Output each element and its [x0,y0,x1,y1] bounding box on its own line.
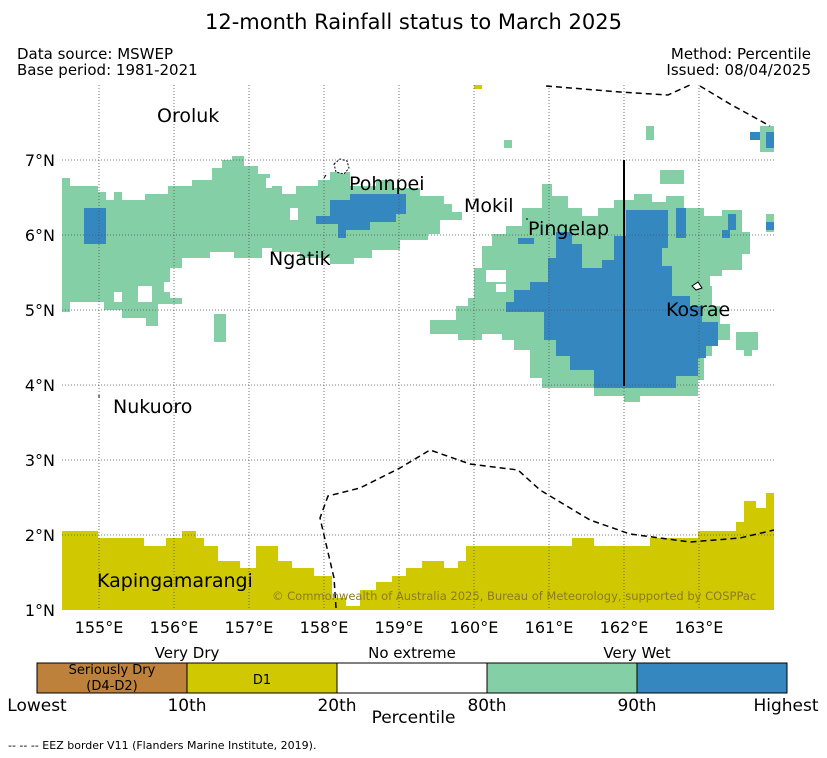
label-mokil: Mokil [464,195,514,217]
tick-highest: Highest [753,696,819,716]
pohnpei-island [333,158,350,175]
eez-border [319,84,775,609]
label-oroluk: Oroluk [157,105,219,127]
kosrae-island [691,281,703,291]
tick-20th: 20th [317,696,357,716]
lon-tick-labels: 155°E 156°E 157°E 158°E 159°E 160°E 161°… [75,618,724,637]
lat-tick: 5°N [25,301,55,320]
lon-tick: 162°E [600,618,649,637]
colorbar: Seriously Dry (D4-D2) D1 [36,662,788,694]
lat-tick-labels: 7°N 6°N 5°N 4°N 3°N 2°N 1°N [25,151,55,620]
eez-footnote: -- -- -- EEZ border V11 (Flanders Marine… [8,739,317,752]
copyright-text: © Commonwealth of Australia 2025, Bureau… [272,589,756,603]
seriously-dry-label-1: Seriously Dry [69,663,156,678]
label-kapingamarangi: Kapingamarangi [97,570,253,592]
colorbar-no-extreme [336,662,488,694]
lat-tick: 2°N [25,526,55,545]
very-wet-label: Very Wet [603,644,671,662]
place-labels: Oroluk Pohnpei Mokil Pingelap Ngatik Kos… [97,105,730,592]
lon-tick: 161°E [525,618,574,637]
lon-tick: 159°E [375,618,424,637]
very-dry-label: Very Dry [154,644,220,662]
ngatik-dot [323,174,327,179]
lat-tick: 4°N [25,376,55,395]
label-pingelap: Pingelap [528,218,609,240]
label-kosrae: Kosrae [666,299,730,321]
map-title: 12-month Rainfall status to March 2025 [205,10,622,34]
lon-tick: 156°E [150,618,199,637]
tick-80th: 80th [467,696,507,716]
colorbar-d1 [186,662,338,694]
tick-10th: 10th [167,696,207,716]
lat-tick: 1°N [25,601,55,620]
lon-tick: 157°E [225,618,274,637]
d1-label: D1 [253,673,271,688]
highest-region [84,132,774,388]
no-extreme-label: No extreme [368,644,456,662]
data-source-block: Data source: MSWEP Base period: 1981-202… [17,46,198,78]
lon-tick: 155°E [75,618,124,637]
label-nukuoro: Nukuoro [113,396,192,418]
data-source-text: Data source: MSWEP [17,45,174,63]
colorbar-highest [636,662,788,694]
method-text: Method: Percentile [670,45,811,63]
percentile-label: Percentile [371,708,456,728]
lon-tick: 163°E [675,618,724,637]
no-extreme-gaps [106,178,722,302]
label-ngatik: Ngatik [269,248,331,270]
colorbar-very-wet [486,662,638,694]
lat-tick: 3°N [25,451,55,470]
lat-tick: 6°N [25,226,55,245]
method-block: Method: Percentile Issued: 08/04/2025 [666,46,811,78]
island-markers [98,158,703,398]
lon-tick: 158°E [300,618,349,637]
d1-region [62,85,774,610]
seriously-dry-label-2: (D4-D2) [86,679,137,694]
base-period-text: Base period: 1981-2021 [17,61,198,79]
lat-tick: 7°N [25,151,55,170]
issued-text: Issued: 08/04/2025 [666,61,811,79]
label-pohnpei: Pohnpei [349,173,425,195]
tick-90th: 90th [617,696,657,716]
tick-lowest: Lowest [7,696,67,716]
lon-tick: 160°E [450,618,499,637]
